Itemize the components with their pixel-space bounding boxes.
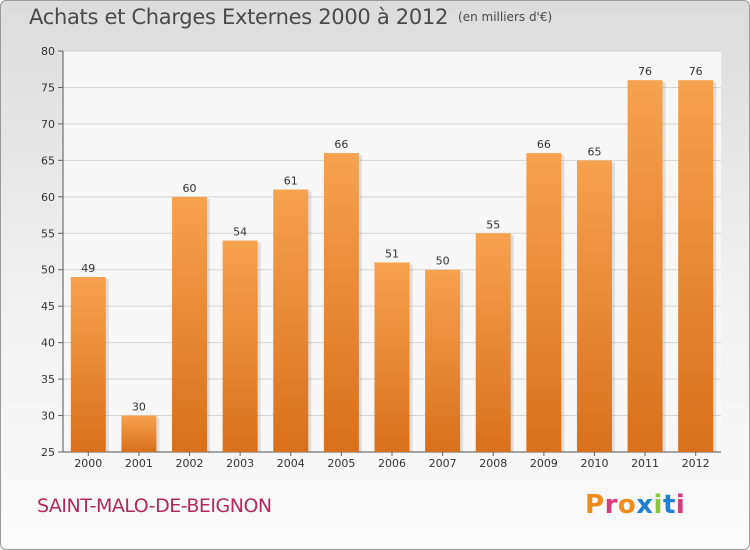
data-label: 66 bbox=[537, 138, 551, 151]
y-tick-label: 40 bbox=[41, 337, 55, 350]
bar bbox=[273, 189, 309, 452]
bar bbox=[678, 80, 714, 452]
data-label: 60 bbox=[183, 182, 197, 195]
data-label: 49 bbox=[81, 262, 95, 275]
data-label: 55 bbox=[486, 218, 500, 231]
title-row: Achats et Charges Externes 2000 à 2012 (e… bbox=[29, 5, 552, 29]
y-tick-label: 30 bbox=[41, 410, 55, 423]
x-tick-label: 2007 bbox=[429, 457, 457, 470]
brand-letter: x bbox=[636, 490, 654, 520]
data-label: 66 bbox=[334, 138, 348, 151]
commune-name: SAINT-MALO-DE-BEIGNON bbox=[37, 495, 272, 517]
x-tick-label: 2001 bbox=[125, 457, 153, 470]
bar bbox=[475, 233, 511, 452]
x-tick-label: 2002 bbox=[176, 457, 204, 470]
y-tick-label: 75 bbox=[41, 81, 55, 94]
brand-letter: i bbox=[675, 490, 686, 520]
chart-unit: (en milliers d'€) bbox=[458, 10, 553, 24]
x-tick-label: 2012 bbox=[682, 457, 710, 470]
x-tick-label: 2003 bbox=[226, 457, 254, 470]
brand-letter: o bbox=[617, 490, 637, 520]
y-tick-label: 60 bbox=[41, 191, 55, 204]
chart-title: Achats et Charges Externes 2000 à 2012 bbox=[29, 5, 449, 29]
data-label: 76 bbox=[689, 65, 703, 78]
y-tick-label: 25 bbox=[41, 446, 55, 459]
x-tick-label: 2010 bbox=[580, 457, 608, 470]
data-label: 50 bbox=[436, 255, 450, 268]
bar bbox=[70, 277, 106, 452]
y-tick-label: 35 bbox=[41, 373, 55, 386]
x-tick-label: 2004 bbox=[277, 457, 305, 470]
bar bbox=[121, 415, 157, 452]
bar bbox=[172, 196, 208, 452]
data-label: 61 bbox=[284, 175, 298, 188]
x-tick-label: 2009 bbox=[530, 457, 558, 470]
bar bbox=[576, 160, 612, 452]
bar bbox=[323, 153, 359, 452]
data-label: 76 bbox=[638, 65, 652, 78]
x-tick-label: 2005 bbox=[327, 457, 355, 470]
bar bbox=[374, 262, 410, 452]
x-tick-label: 2008 bbox=[479, 457, 507, 470]
y-tick-label: 80 bbox=[41, 45, 55, 58]
x-tick-label: 2011 bbox=[631, 457, 659, 470]
y-tick-label: 50 bbox=[41, 264, 55, 277]
data-label: 54 bbox=[233, 226, 247, 239]
bar bbox=[627, 80, 663, 452]
bar bbox=[425, 269, 461, 452]
data-label: 51 bbox=[385, 247, 399, 260]
brand-letter: P bbox=[585, 490, 605, 520]
y-tick-label: 45 bbox=[41, 300, 55, 313]
y-tick-label: 55 bbox=[41, 227, 55, 240]
bar bbox=[526, 153, 562, 452]
x-tick-label: 2000 bbox=[74, 457, 102, 470]
x-tick-label: 2006 bbox=[378, 457, 406, 470]
brand-letter: r bbox=[604, 490, 618, 520]
bar bbox=[222, 240, 258, 452]
brand-letter: t bbox=[662, 490, 676, 520]
brand-logo: Proxiti bbox=[585, 490, 685, 520]
y-tick-label: 65 bbox=[41, 154, 55, 167]
data-label: 30 bbox=[132, 401, 146, 414]
y-tick-label: 70 bbox=[41, 118, 55, 131]
brand-letter: i bbox=[653, 490, 663, 520]
data-label: 65 bbox=[587, 145, 601, 158]
